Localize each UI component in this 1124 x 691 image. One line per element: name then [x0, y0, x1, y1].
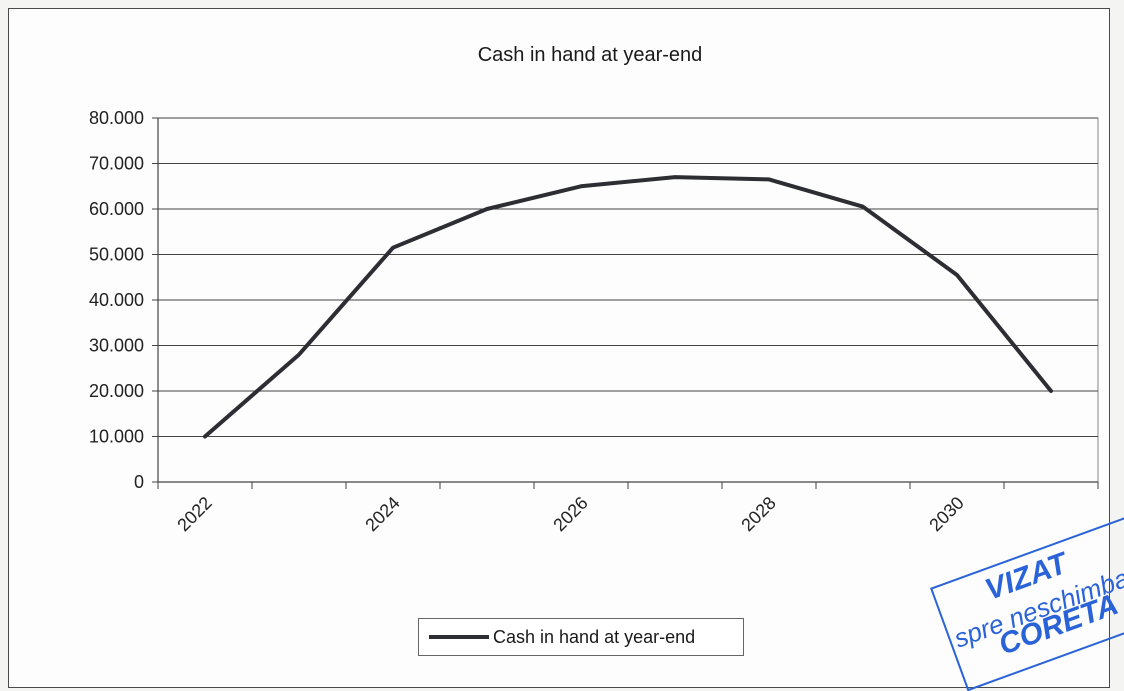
y-tick-label: 20.000 — [89, 381, 144, 401]
line-chart: 0 10.000 20.000 30.000 40.000 50.000 60.000 70.… — [0, 0, 1124, 671]
legend-swatch — [429, 635, 489, 639]
series-line — [205, 177, 1051, 436]
x-tick-label: 2022 — [173, 493, 215, 535]
y-tick-label: 80.000 — [89, 108, 144, 128]
y-tick-label: 50.000 — [89, 245, 144, 265]
x-tick-label: 2030 — [925, 493, 967, 535]
y-tick-label: 0 — [134, 472, 144, 492]
y-tick-label: 30.000 — [89, 336, 144, 356]
legend: Cash in hand at year-end — [418, 618, 744, 656]
x-tick-label: 2028 — [737, 493, 779, 535]
y-tick-label: 10.000 — [89, 427, 144, 447]
y-tick-label: 60.000 — [89, 199, 144, 219]
y-tick-label: 70.000 — [89, 154, 144, 174]
x-tick-label: 2024 — [361, 493, 403, 535]
legend-label: Cash in hand at year-end — [493, 627, 695, 648]
x-tick-label: 2026 — [549, 493, 591, 535]
y-tick-label: 40.000 — [89, 290, 144, 310]
